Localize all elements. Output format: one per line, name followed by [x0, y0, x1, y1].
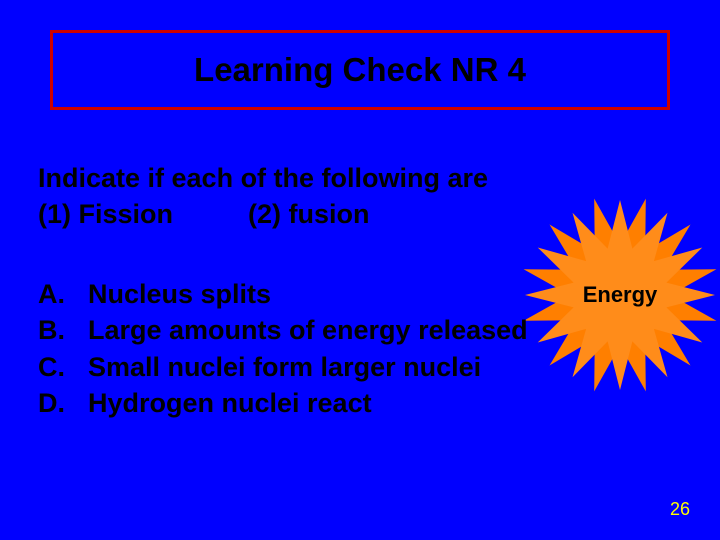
item-text: Nucleus splits: [88, 276, 271, 312]
item-letter: B.: [38, 312, 88, 348]
item-letter: A.: [38, 276, 88, 312]
list-item: B.Large amounts of energy released: [38, 312, 528, 348]
list-item: C.Small nuclei form larger nuclei: [38, 349, 528, 385]
page-number: 26: [670, 499, 690, 520]
item-letter: D.: [38, 385, 88, 421]
prompt-option-2: (2) fusion: [248, 199, 370, 229]
list-item: D.Hydrogen nuclei react: [38, 385, 528, 421]
prompt-line-2: (1) Fission (2) fusion: [38, 196, 488, 232]
item-text: Hydrogen nuclei react: [88, 385, 372, 421]
answer-list: A.Nucleus splitsB.Large amounts of energ…: [38, 276, 528, 422]
page-title: Learning Check NR 4: [194, 51, 526, 89]
item-text: Large amounts of energy released: [88, 312, 528, 348]
list-item: A.Nucleus splits: [38, 276, 528, 312]
prompt-block: Indicate if each of the following are (1…: [38, 160, 488, 233]
energy-burst: Energy: [520, 195, 720, 395]
title-box: Learning Check NR 4: [50, 30, 670, 110]
energy-label: Energy: [583, 282, 658, 308]
item-letter: C.: [38, 349, 88, 385]
prompt-option-1: (1) Fission: [38, 199, 173, 229]
prompt-line-1: Indicate if each of the following are: [38, 160, 488, 196]
item-text: Small nuclei form larger nuclei: [88, 349, 481, 385]
